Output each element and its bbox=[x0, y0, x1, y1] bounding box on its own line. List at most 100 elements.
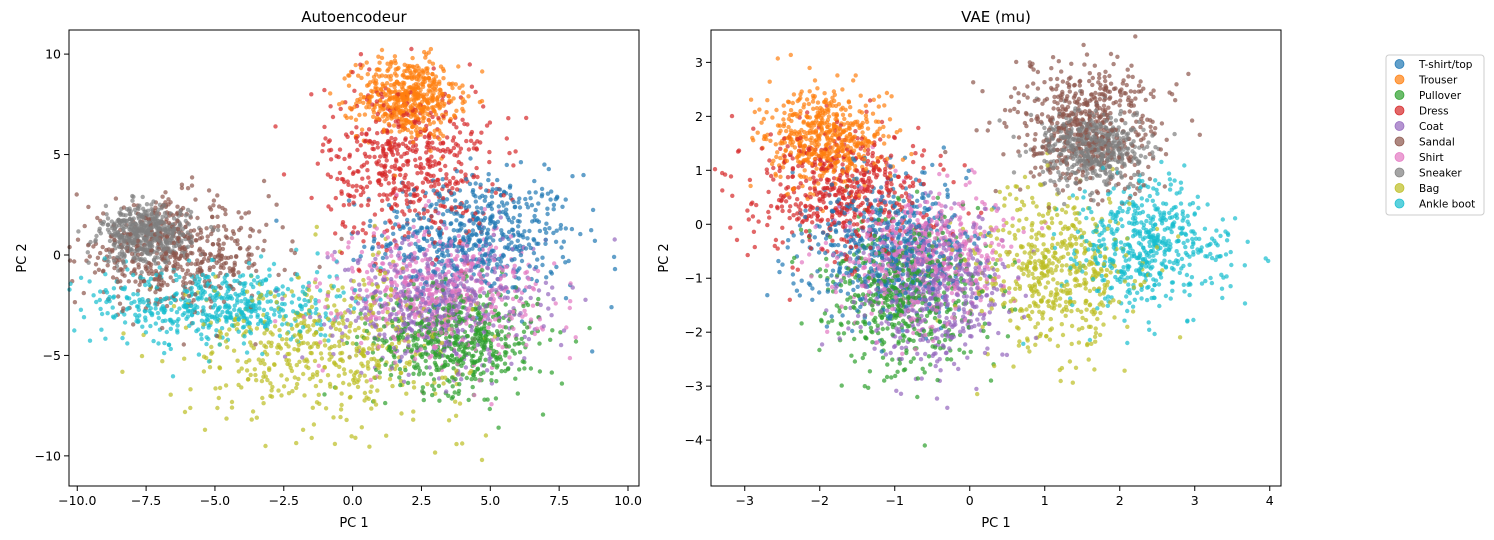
data-point-coat bbox=[426, 295, 431, 301]
data-point-ankle-boot bbox=[111, 286, 117, 291]
data-point-bag bbox=[305, 341, 310, 346]
data-point-ankle-boot bbox=[229, 296, 235, 301]
data-point-shirt bbox=[496, 342, 501, 348]
data-point-ankle-boot bbox=[280, 284, 285, 289]
data-point-t-shirt-top bbox=[547, 226, 552, 231]
data-point-dress bbox=[426, 172, 431, 177]
data-point-t-shirt-top bbox=[482, 198, 487, 203]
data-point-t-shirt-top bbox=[473, 199, 478, 204]
data-point-ankle-boot bbox=[145, 298, 150, 303]
data-point-dress bbox=[309, 195, 314, 201]
data-point-sandal bbox=[206, 258, 211, 263]
data-point-pullover bbox=[442, 363, 448, 368]
data-point-ankle-boot bbox=[257, 300, 262, 305]
data-point-bag bbox=[322, 343, 328, 348]
data-point-sandal bbox=[223, 234, 229, 239]
data-point-pullover bbox=[384, 339, 389, 344]
data-point-trouser bbox=[431, 132, 437, 138]
data-point-sneaker bbox=[215, 227, 221, 233]
data-point-dress bbox=[350, 184, 355, 189]
data-point-bag bbox=[332, 303, 337, 308]
data-point-shirt bbox=[331, 257, 336, 262]
data-point-coat bbox=[408, 312, 413, 317]
data-point-ankle-boot bbox=[122, 320, 128, 325]
data-point-coat bbox=[481, 290, 487, 295]
data-point-sandal bbox=[217, 204, 222, 209]
data-point-bag bbox=[292, 316, 297, 322]
data-point-t-shirt-top bbox=[515, 268, 520, 273]
data-point-sneaker bbox=[107, 238, 113, 244]
data-point-dress bbox=[350, 230, 356, 235]
data-point-bag bbox=[313, 383, 319, 389]
data-point-trouser bbox=[382, 92, 388, 97]
data-point-sandal bbox=[226, 255, 231, 261]
data-point-dress bbox=[451, 135, 457, 140]
data-point-trouser bbox=[347, 73, 352, 78]
data-point-dress bbox=[471, 174, 476, 180]
data-point-coat bbox=[357, 282, 362, 287]
data-point-bag bbox=[339, 350, 345, 356]
data-point-pullover bbox=[548, 337, 553, 342]
data-point-pullover bbox=[411, 338, 416, 343]
data-point-dress bbox=[481, 104, 486, 109]
data-point-t-shirt-top bbox=[440, 212, 446, 217]
data-point-ankle-boot bbox=[193, 303, 198, 308]
data-point-dress bbox=[403, 136, 408, 141]
data-point-trouser bbox=[389, 105, 395, 110]
data-point-dress bbox=[354, 188, 359, 193]
data-point-bag bbox=[257, 294, 263, 299]
data-point-bag bbox=[312, 318, 317, 324]
data-point-bag bbox=[261, 370, 267, 375]
data-point-ankle-boot bbox=[99, 311, 105, 317]
data-point-shirt bbox=[436, 283, 441, 289]
data-point-bag bbox=[314, 400, 320, 405]
data-point-dress bbox=[342, 156, 347, 162]
data-point-trouser bbox=[418, 87, 423, 93]
data-point-pullover bbox=[482, 324, 487, 329]
data-point-bag bbox=[267, 367, 272, 373]
data-point-sandal bbox=[290, 239, 295, 244]
data-point-t-shirt-top bbox=[563, 260, 568, 265]
data-point-t-shirt-top bbox=[517, 243, 523, 248]
data-point-dress bbox=[364, 132, 369, 137]
data-point-t-shirt-top bbox=[368, 218, 373, 224]
data-point-t-shirt-top bbox=[535, 257, 540, 262]
data-point-dress bbox=[362, 151, 368, 156]
data-point-coat bbox=[514, 333, 519, 338]
data-point-dress bbox=[409, 46, 414, 52]
data-point-t-shirt-top bbox=[578, 231, 583, 237]
data-point-ankle-boot bbox=[190, 320, 196, 326]
data-point-ankle-boot bbox=[280, 322, 285, 327]
data-point-sandal bbox=[98, 250, 103, 256]
data-point-pullover bbox=[417, 329, 422, 334]
data-point-dress bbox=[416, 120, 422, 125]
data-point-t-shirt-top bbox=[367, 223, 372, 229]
data-point-pullover bbox=[489, 371, 494, 376]
data-point-ankle-boot bbox=[143, 330, 149, 335]
data-point-t-shirt-top bbox=[451, 228, 456, 233]
data-point-t-shirt-top bbox=[451, 263, 456, 268]
data-point-bag bbox=[201, 322, 206, 327]
data-point-sandal bbox=[261, 178, 267, 184]
data-point-ankle-boot bbox=[200, 272, 205, 277]
data-point-ankle-boot bbox=[302, 297, 307, 303]
data-point-shirt bbox=[273, 319, 278, 324]
data-point-t-shirt-top bbox=[544, 221, 549, 226]
data-point-sandal bbox=[218, 285, 223, 291]
data-point-t-shirt-top bbox=[441, 200, 446, 205]
data-point-ankle-boot bbox=[173, 292, 178, 297]
data-point-shirt bbox=[426, 199, 431, 204]
data-point-coat bbox=[350, 296, 355, 301]
data-point-shirt bbox=[460, 277, 466, 282]
data-point-coat bbox=[455, 328, 461, 333]
data-point-bag bbox=[457, 401, 463, 406]
data-point-trouser bbox=[426, 118, 432, 123]
data-point-bag bbox=[432, 380, 437, 385]
data-point-ankle-boot bbox=[236, 316, 241, 322]
data-point-trouser bbox=[417, 103, 422, 108]
data-point-shirt bbox=[524, 342, 529, 348]
data-point-ankle-boot bbox=[240, 287, 245, 293]
data-point-bag bbox=[286, 344, 291, 349]
data-point-shirt bbox=[464, 267, 469, 273]
data-point-coat bbox=[415, 295, 420, 300]
